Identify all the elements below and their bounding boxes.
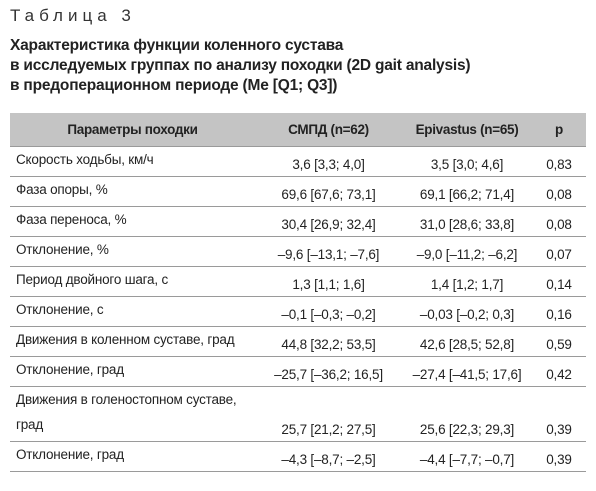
table-cell: 0,07 — [532, 236, 586, 267]
table-cell: –0,1 [–0,3; –0,2] — [255, 296, 402, 327]
table-cell: –9,0 [–11,2; –6,2] — [402, 236, 532, 267]
table-cell: Фаза опоры, % — [10, 176, 255, 207]
data-table: Параметры походки СМПД (n=62) Epivastus (n… — [10, 113, 586, 472]
table-cell: Отклонение, град — [10, 356, 255, 387]
table-cell: Движения в голеностопном суставе, град — [10, 386, 255, 442]
table-cell: –27,4 [–41,5; 17,6] — [402, 356, 532, 387]
table-cell: Отклонение, град — [10, 441, 255, 472]
column-header: p — [532, 113, 586, 147]
header-row: Параметры походки СМПД (n=62) Epivastus (n… — [10, 113, 586, 147]
caption-line: Характеристика функции коленного сустава — [10, 37, 344, 54]
table-row: Движения в коленном суставе, град 44,8 [3… — [10, 326, 586, 357]
table-row: Фаза опоры, % 69,6 [67,6; 73,1] 69,1 [66,2… — [10, 176, 586, 207]
table-cell: –4,3 [–8,7; –2,5] — [255, 441, 402, 472]
table-cell: Отклонение, с — [10, 296, 255, 327]
table-cell: Период двойного шага, с — [10, 266, 255, 297]
table-cell: 31,0 [28,6; 33,8] — [402, 206, 532, 237]
table-cell: 0,39 — [532, 441, 586, 472]
table-cell: 1,3 [1,1; 1,6] — [255, 266, 402, 297]
table-cell: 69,1 [66,2; 71,4] — [402, 176, 532, 207]
table-cell: 3,6 [3,3; 4,0] — [255, 146, 402, 177]
table-caption: Характеристика функции коленного сустава… — [10, 36, 471, 96]
table-row: Период двойного шага, с 1,3 [1,1; 1,6] 1,4… — [10, 266, 586, 297]
caption-line: в предоперационном периоде (Me [Q1; Q3]) — [10, 77, 338, 94]
table-cell: 0,83 — [532, 146, 586, 177]
table-cell: 0,08 — [532, 206, 586, 237]
table-cell: 0,59 — [532, 326, 586, 357]
table-cell: 44,8 [32,2; 53,5] — [255, 326, 402, 357]
table-cell: Движения в коленном суставе, град — [10, 326, 255, 357]
table-cell: –25,7 [–36,2; 16,5] — [255, 356, 402, 387]
table-cell: Отклонение, % — [10, 236, 255, 267]
column-header: Параметры походки — [10, 113, 255, 147]
table-row: Движения в голеностопном суставе, град 25… — [10, 386, 586, 442]
table-cell: 3,5 [3,0; 4,6] — [402, 146, 532, 177]
table-cell: Фаза переноса, % — [10, 206, 255, 237]
table-cell: 0,16 — [532, 296, 586, 327]
table-row: Отклонение, с –0,1 [–0,3; –0,2] –0,03 [–0,… — [10, 296, 586, 327]
table-cell: 25,7 [21,2; 27,5] — [255, 386, 402, 442]
table-cell: 30,4 [26,9; 32,4] — [255, 206, 402, 237]
table-row: Отклонение, град –25,7 [–36,2; 16,5] –27,4… — [10, 356, 586, 387]
table-cell: 69,6 [67,6; 73,1] — [255, 176, 402, 207]
table-row: Фаза переноса, % 30,4 [26,9; 32,4] 31,0 [2… — [10, 206, 586, 237]
table-row: Отклонение, град –4,3 [–8,7; –2,5] –4,4 [–… — [10, 441, 586, 472]
table-cell: Скорость ходьбы, км/ч — [10, 146, 255, 177]
table-cell: 0,08 — [532, 176, 586, 207]
table-label: Таблица 3 — [10, 6, 136, 25]
column-header: СМПД (n=62) — [255, 113, 402, 147]
table-row: Скорость ходьбы, км/ч 3,6 [3,3; 4,0] 3,5 [… — [10, 146, 586, 177]
table-cell: 25,6 [22,3; 29,3] — [402, 386, 532, 442]
table-row: Отклонение, % –9,6 [–13,1; –7,6] –9,0 [–11… — [10, 236, 586, 267]
table-cell: 42,6 [28,5; 52,8] — [402, 326, 532, 357]
caption-line: в исследуемых группах по анализу походки… — [10, 57, 471, 74]
column-header: Epivastus (n=65) — [402, 113, 532, 147]
table-cell: 0,39 — [532, 386, 586, 442]
table-cell: 0,14 — [532, 266, 586, 297]
table-cell: –4,4 [–7,7; –0,7] — [402, 441, 532, 472]
table-cell: 0,42 — [532, 356, 586, 387]
table-body: Скорость ходьбы, км/ч 3,6 [3,3; 4,0] 3,5 [… — [10, 146, 586, 472]
table-cell: 1,4 [1,2; 1,7] — [402, 266, 532, 297]
table-cell: –9,6 [–13,1; –7,6] — [255, 236, 402, 267]
table-cell: –0,03 [–0,2; 0,3] — [402, 296, 532, 327]
